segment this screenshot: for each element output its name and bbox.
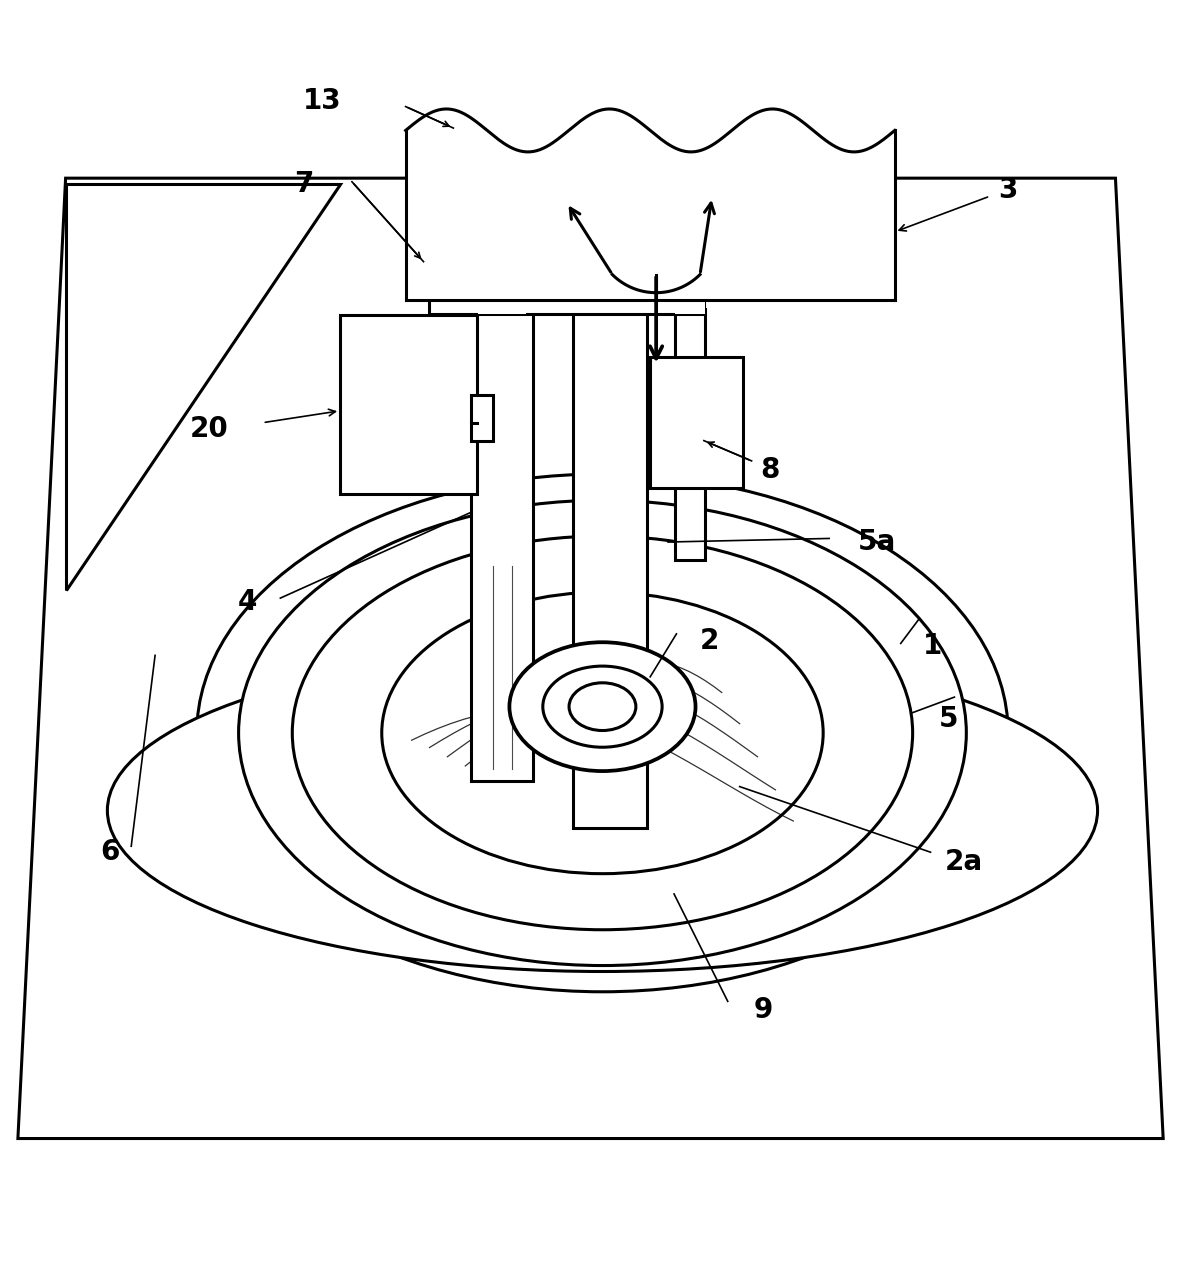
Bar bbox=[675, 284, 705, 314]
Text: 8: 8 bbox=[760, 456, 779, 485]
Ellipse shape bbox=[569, 683, 636, 730]
Bar bbox=[471, 395, 493, 441]
Bar bbox=[406, 130, 895, 299]
Text: 9: 9 bbox=[754, 995, 773, 1024]
Bar bbox=[429, 284, 704, 314]
Bar bbox=[650, 357, 743, 489]
Text: 2a: 2a bbox=[945, 847, 983, 875]
Ellipse shape bbox=[107, 649, 1098, 971]
Text: 5: 5 bbox=[939, 705, 958, 733]
Text: 5a: 5a bbox=[858, 528, 896, 556]
Text: 7: 7 bbox=[295, 171, 314, 198]
Bar bbox=[573, 298, 647, 829]
Text: 13: 13 bbox=[303, 87, 341, 115]
Text: 4: 4 bbox=[237, 587, 256, 615]
Text: 6: 6 bbox=[100, 839, 119, 866]
Ellipse shape bbox=[292, 536, 913, 930]
Text: 1: 1 bbox=[923, 632, 942, 659]
Bar bbox=[675, 309, 705, 560]
Bar bbox=[471, 298, 533, 781]
Ellipse shape bbox=[197, 474, 1008, 991]
Ellipse shape bbox=[543, 666, 662, 748]
Ellipse shape bbox=[239, 500, 966, 965]
Bar bbox=[478, 284, 526, 314]
Polygon shape bbox=[66, 184, 340, 590]
Ellipse shape bbox=[382, 592, 823, 874]
Text: 2: 2 bbox=[700, 626, 719, 655]
Ellipse shape bbox=[149, 662, 1056, 936]
Bar bbox=[340, 316, 477, 494]
Polygon shape bbox=[18, 178, 1163, 1138]
Text: 3: 3 bbox=[999, 176, 1018, 205]
Ellipse shape bbox=[509, 643, 696, 772]
Text: 20: 20 bbox=[190, 414, 228, 443]
